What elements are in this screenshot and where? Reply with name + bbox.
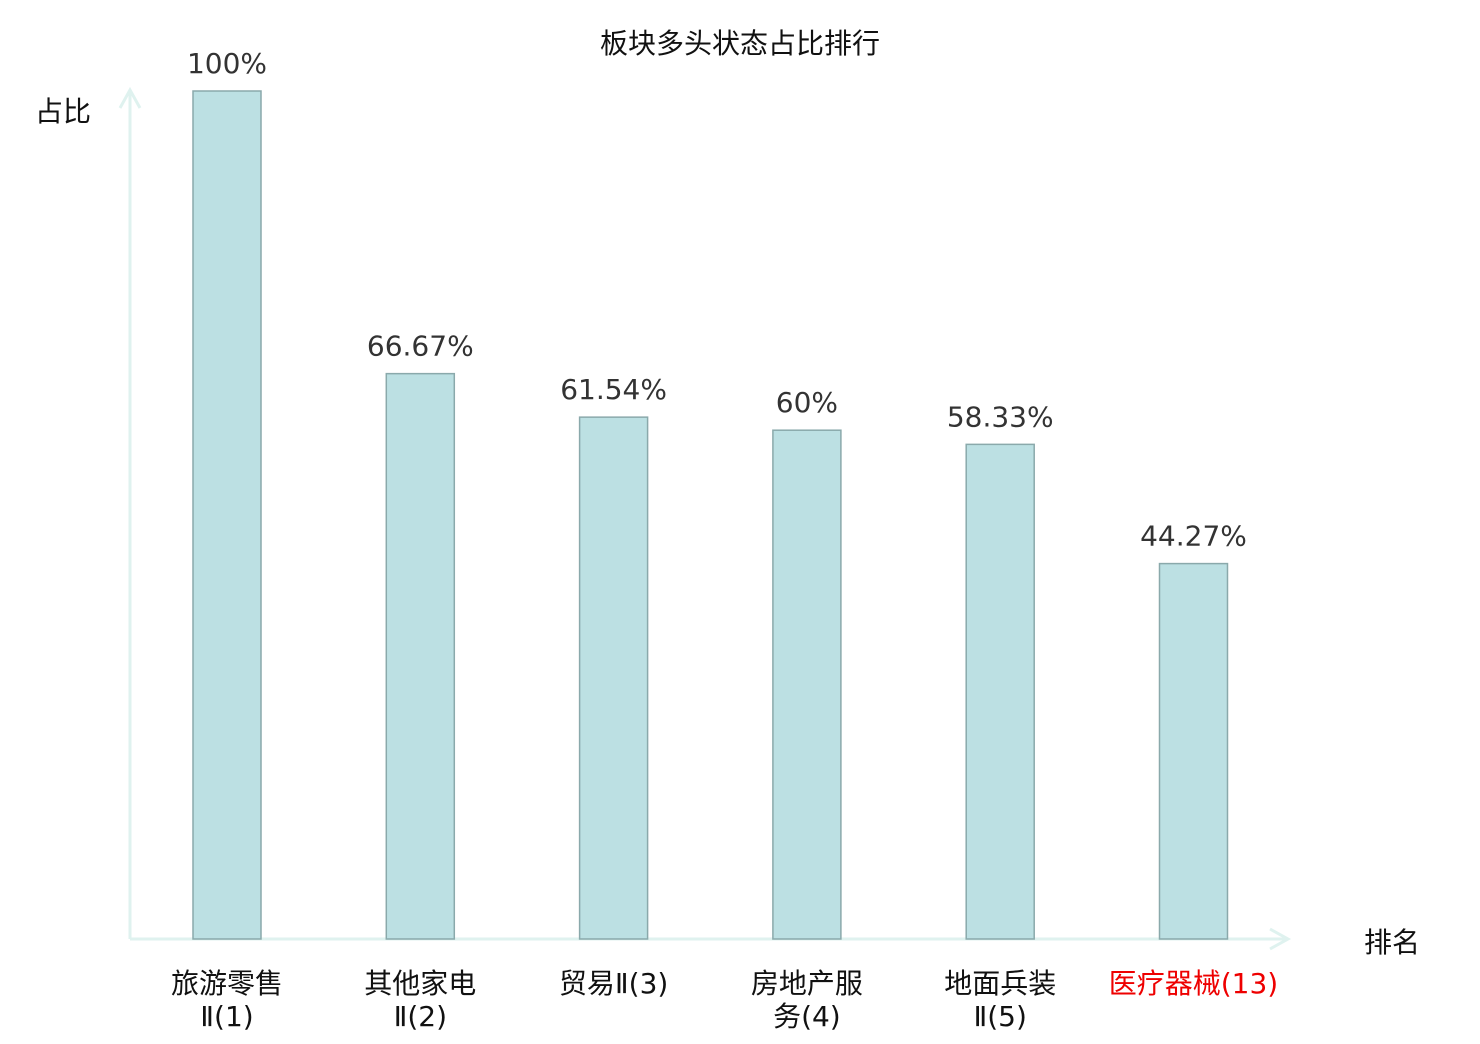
bar[interactable]: [385, 372, 456, 940]
y-axis: [118, 86, 142, 939]
y-axis-label: 占比: [35, 95, 91, 128]
data-label: 61.54%: [560, 373, 667, 406]
x-tick-label: 医疗器械(13): [1109, 967, 1278, 1000]
bar[interactable]: [578, 416, 649, 940]
data-label: 66.67%: [367, 330, 474, 363]
bar[interactable]: [1158, 562, 1229, 940]
x-tick-label: 房地产服务(4): [751, 967, 863, 1033]
x-axis-arrow: [1269, 927, 1292, 951]
bar[interactable]: [772, 429, 842, 940]
bar[interactable]: [192, 90, 262, 940]
x-tick-label: 贸易Ⅱ(3): [559, 967, 668, 1000]
data-label: 44.27%: [1140, 520, 1247, 553]
x-tick-label: 地面兵装 Ⅱ(5): [944, 967, 1056, 1033]
x-axis: [130, 927, 1292, 951]
x-tick-label: 旅游零售 Ⅱ(1): [171, 967, 283, 1033]
data-label: 58.33%: [947, 400, 1054, 433]
data-label: 100%: [187, 47, 267, 80]
bar[interactable]: [965, 443, 1035, 940]
y-axis-arrow: [118, 86, 142, 109]
x-axis-label: 排名: [1364, 926, 1420, 959]
chart-title: 板块多头状态占比排行: [600, 27, 880, 60]
x-tick-label: 其他家电 Ⅱ(2): [364, 967, 476, 1033]
data-label: 60%: [776, 386, 838, 419]
